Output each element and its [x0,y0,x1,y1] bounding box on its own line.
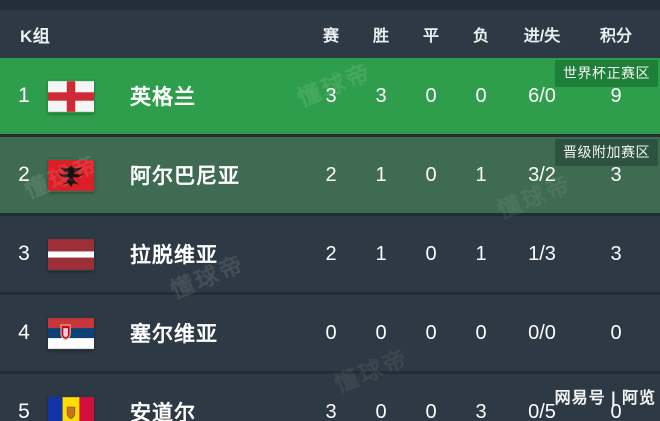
stat-lost: 1 [475,242,487,265]
team-name: 阿尔巴尼亚 [130,165,240,188]
stat-played: 2 [325,242,337,265]
rank: 5 [18,400,30,421]
stat-lost: 0 [475,321,487,344]
table-row[interactable]: 3 拉脱维亚 2 1 0 1 1/3 3 [0,216,660,295]
stat-drawn: 0 [425,242,437,265]
team-name: 塞尔维亚 [130,323,218,346]
flag-latvia-icon [48,238,94,271]
source-badge: 网易号 | 阿览 [554,390,656,407]
stat-won: 3 [375,84,387,107]
stat-points: 0 [610,400,622,421]
stat-lost: 3 [475,400,487,421]
stat-points: 0 [610,321,622,344]
zone-badge: 世界杯正赛区 [555,60,658,87]
stat-goals: 6/0 [528,84,556,107]
team-name: 英格兰 [130,86,196,109]
flag-serbia-icon [48,317,94,350]
stat-drawn: 0 [425,400,437,421]
table-row[interactable]: 2 阿尔巴尼亚 2 1 0 1 3/2 3 晋级附加赛区 [0,137,660,216]
table-row[interactable]: 5 安道尔 3 0 0 3 0/5 0 [0,374,660,421]
table-row[interactable]: 4 塞尔维亚 0 0 0 0 0/0 0 [0,295,660,374]
stat-won: 0 [375,400,387,421]
team-name: 安道尔 [130,402,196,421]
stat-goals: 1/3 [528,242,556,265]
stat-points: 3 [610,163,622,186]
rank: 4 [18,321,30,344]
column-header-drawn: 平 [422,28,439,45]
stat-won: 1 [375,242,387,265]
flag-andorra-icon [48,396,94,421]
stat-drawn: 0 [425,163,437,186]
flag-england-icon [48,80,94,113]
stat-points: 3 [610,242,622,265]
column-header-played: 赛 [322,28,339,45]
flag-albania-icon [48,159,94,192]
stat-played: 3 [325,400,337,421]
stat-played: 3 [325,84,337,107]
column-header-lost: 负 [472,28,489,45]
stat-lost: 0 [475,84,487,107]
top-bar [0,0,660,10]
stat-won: 0 [375,321,387,344]
stat-drawn: 0 [425,321,437,344]
group-label: K组 [20,26,51,46]
zone-badge: 晋级附加赛区 [555,139,658,166]
stat-lost: 1 [475,163,487,186]
column-header-goals: 进/失 [523,28,561,45]
table-row[interactable]: 1 英格兰 3 3 0 0 6/0 9 世界杯正赛区 [0,58,660,137]
stat-played: 0 [325,321,337,344]
rank: 1 [18,84,30,107]
stat-goals: 0/0 [528,321,556,344]
rank: 2 [18,163,30,186]
stat-played: 2 [325,163,337,186]
team-name: 拉脱维亚 [130,244,218,267]
table-header-row: K组 赛 胜 平 负 进/失 积分 [0,10,660,58]
stat-points: 9 [610,84,622,107]
stat-goals: 0/5 [528,400,556,421]
stat-won: 1 [375,163,387,186]
column-header-points: 积分 [599,28,632,45]
stat-goals: 3/2 [528,163,556,186]
rank: 3 [18,242,30,265]
stat-drawn: 0 [425,84,437,107]
table-body: 1 英格兰 3 3 0 0 6/0 9 世界杯正赛区 2 阿尔巴尼亚 2 1 0… [0,58,660,421]
column-header-won: 胜 [372,28,389,45]
